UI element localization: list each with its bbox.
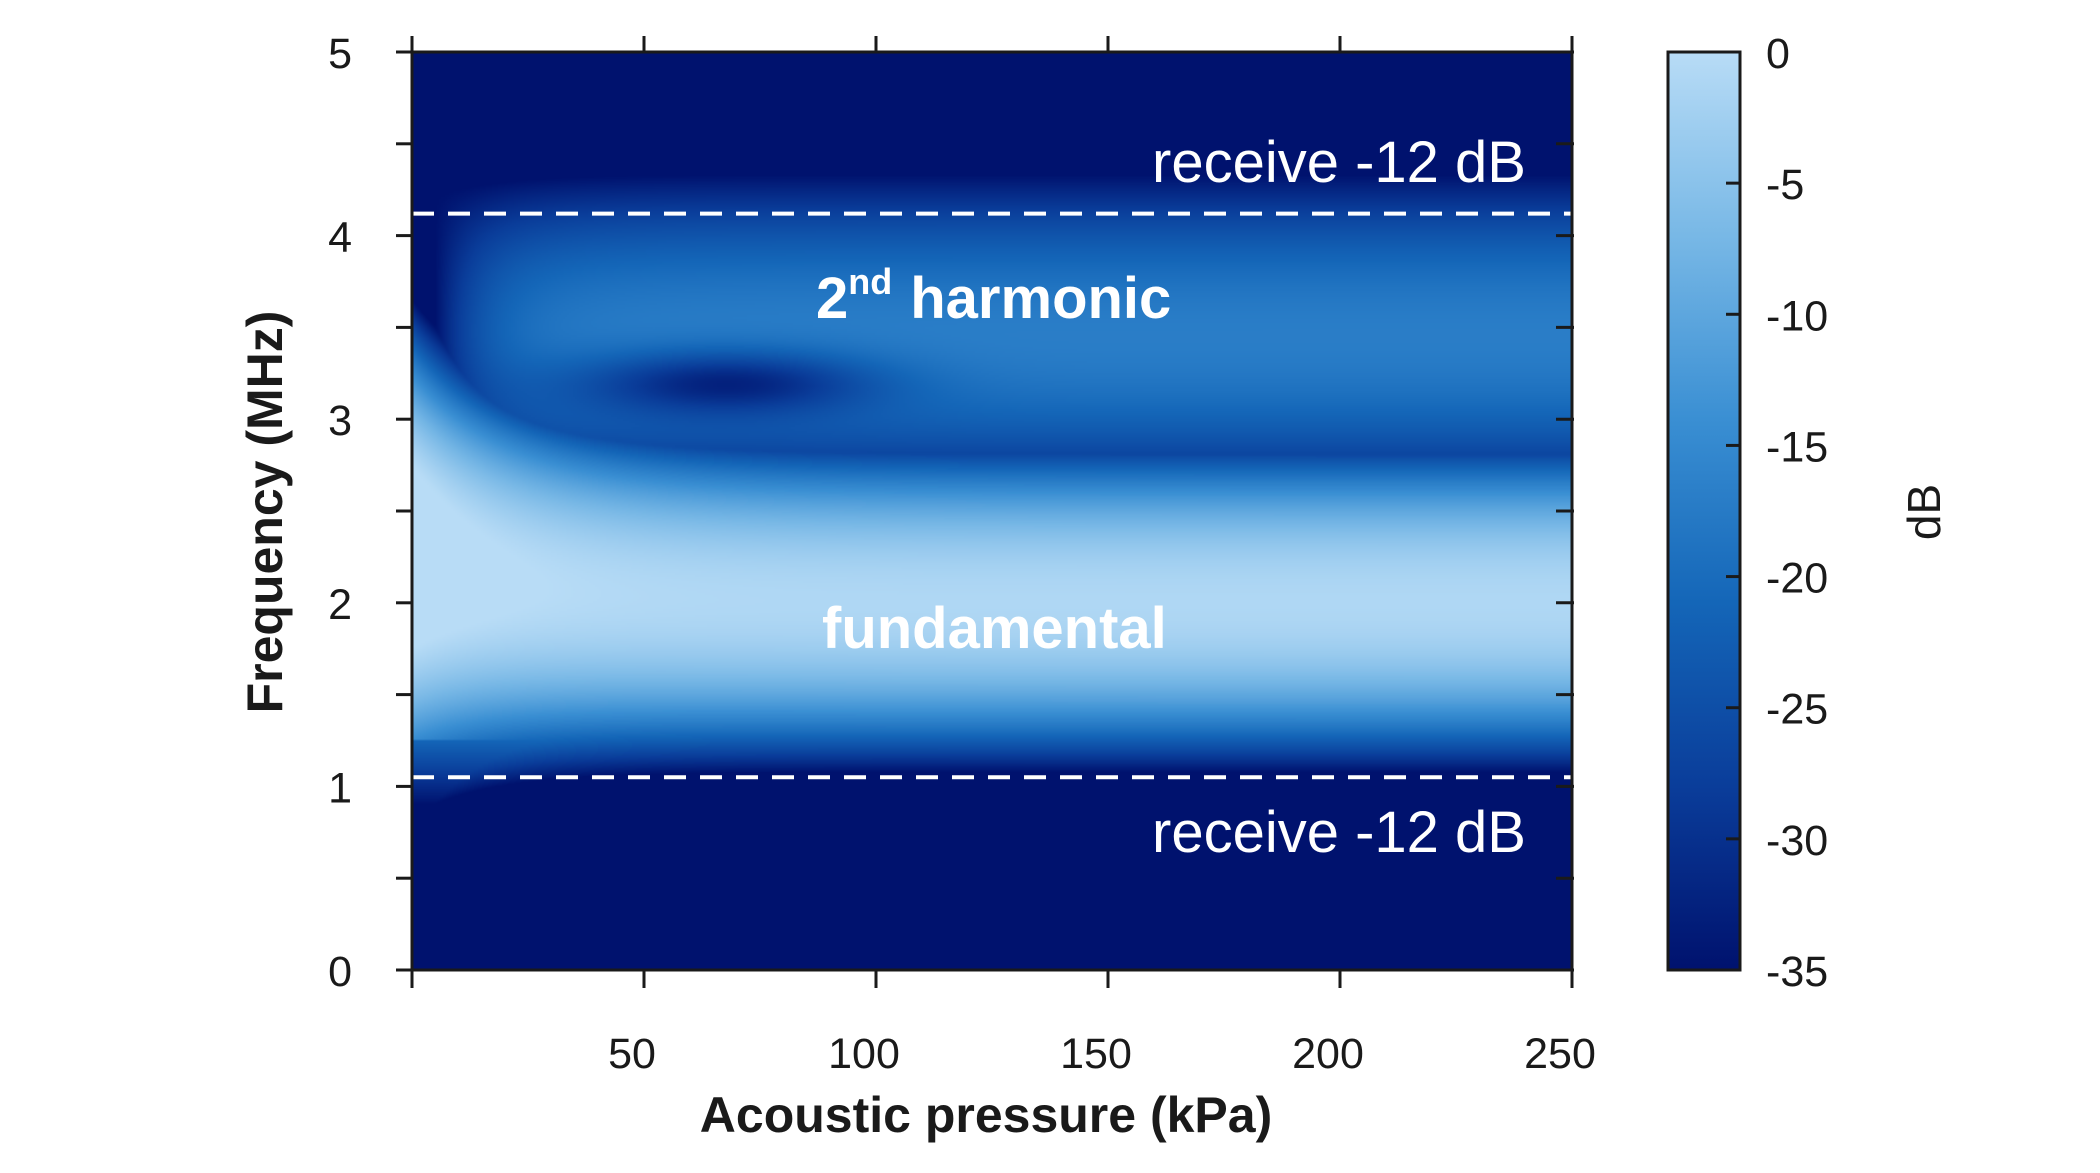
label-fundamental: fundamental xyxy=(822,596,1167,661)
axis-tick-labels: 0 1 2 3 4 5 50 100 150 200 250 xyxy=(328,30,1596,1078)
x-tick-label: 150 xyxy=(1060,1030,1132,1078)
colorbar-tick-label: -35 xyxy=(1766,948,1828,996)
colorbar-tick-label: -10 xyxy=(1766,292,1828,340)
colorbar-tick-label: -5 xyxy=(1766,161,1804,209)
colorbar xyxy=(1666,50,1742,972)
annotation-receive-upper: receive -12 dB xyxy=(1152,130,1526,195)
x-tick-label: 250 xyxy=(1524,1030,1596,1078)
harmonic-number: 2 xyxy=(816,266,848,331)
x-tick-label: 200 xyxy=(1292,1030,1364,1078)
x-axis-title: Acoustic pressure (kPa) xyxy=(700,1087,1272,1143)
x-tick-label: 50 xyxy=(608,1030,656,1078)
y-tick-label: 2 xyxy=(328,581,352,629)
label-2nd-harmonic: 2nd harmonic xyxy=(816,261,1171,331)
y-tick-label: 1 xyxy=(328,764,352,812)
colorbar-tick-label: -25 xyxy=(1766,686,1828,734)
colorbar-title: dB xyxy=(1898,484,1950,540)
axis-ticks xyxy=(396,36,1574,988)
y-tick-label: 3 xyxy=(328,397,352,445)
y-tick-label: 5 xyxy=(328,30,352,78)
y-tick-label: 4 xyxy=(328,214,352,262)
colorbar-ticks: 0 -5 -10 -15 -20 -25 -30 -35 xyxy=(1726,30,1828,996)
annotation-receive-lower: receive -12 dB xyxy=(1152,800,1526,865)
harmonic-word: harmonic xyxy=(910,266,1171,331)
plot-area xyxy=(412,52,1572,970)
colorbar-tick-label: -20 xyxy=(1766,555,1828,603)
y-tick-label: 0 xyxy=(328,948,352,996)
harmonic-superscript: nd xyxy=(848,261,892,302)
colorbar-tick-label: -30 xyxy=(1766,817,1828,865)
colorbar-tick-label: -15 xyxy=(1766,423,1828,471)
heatmap-image xyxy=(412,52,1572,970)
colorbar-tick-label: 0 xyxy=(1766,30,1790,78)
x-tick-label: 100 xyxy=(828,1030,900,1078)
y-axis-title: Frequency (MHz) xyxy=(237,311,293,714)
